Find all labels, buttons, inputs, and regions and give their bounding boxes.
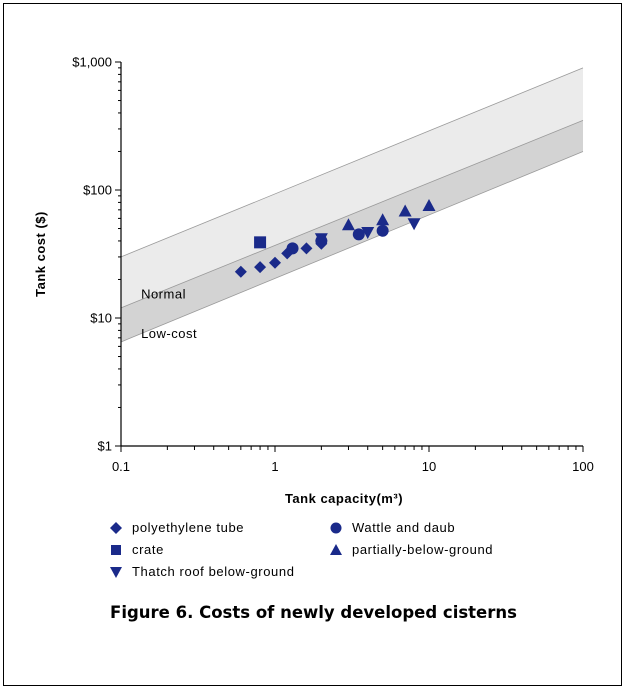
y-tick-label: $10 [90, 311, 112, 326]
data-point-partially-below-ground [341, 218, 355, 231]
triangle-up-marker-icon [330, 543, 342, 555]
band-label-low-cost: Low-cost [141, 326, 197, 341]
legend-item-wattle-and-daub: Wattle and daub [330, 520, 455, 535]
square-marker-icon [111, 544, 121, 555]
data-point-partially-below-ground [422, 198, 436, 211]
figure-caption: Figure 6. Costs of newly developed ciste… [110, 603, 517, 622]
band-edge-lower [120, 151, 584, 343]
legend-item-thatch-roof: Thatch roof below-ground [110, 564, 295, 579]
band-normal [121, 67, 583, 308]
legend-label: polyethylene tube [132, 520, 245, 535]
legend-label: crate [132, 542, 164, 557]
x-axis-title: Tank capacity(m³) [285, 491, 403, 506]
chart-area: Normal Low-cost $1 $10 $100 $1,000 0.1 1 10 100 Ta… [33, 55, 594, 507]
y-axis-title: Tank cost ($) [33, 211, 48, 297]
data-point-thatch-roof-below-ground [361, 226, 375, 239]
legend-label: partially-below-ground [352, 542, 494, 557]
data-point-polyethylene-tube [269, 256, 281, 269]
x-tick-label: 10 [422, 459, 436, 474]
y-tick-label: $1,000 [72, 55, 112, 70]
data-point-polyethylene-tube [234, 265, 247, 278]
data-point-polyethylene-tube [254, 261, 267, 274]
data-point-partially-below-ground [398, 204, 412, 217]
legend-label: Thatch roof below-ground [132, 564, 295, 579]
triangle-down-marker-icon [110, 566, 122, 578]
x-tick-label: 100 [572, 459, 594, 474]
data-point-partially-below-ground [376, 213, 390, 226]
diamond-marker-icon [110, 521, 122, 534]
legend-item-polyethylene-tube: polyethylene tube [110, 520, 244, 535]
y-tick-label: $1 [98, 439, 112, 454]
data-point-wattle-and-daub [376, 224, 389, 237]
data-point-wattle-and-daub [352, 228, 365, 241]
data-point-thatch-roof-below-ground [407, 218, 421, 231]
figure-frame [3, 3, 622, 686]
band-edge-middle [120, 119, 584, 309]
legend-item-crate: crate [110, 542, 164, 557]
data-point-crate [254, 236, 267, 249]
legend-label: Wattle and daub [352, 520, 456, 535]
x-tick-label: 1 [271, 459, 278, 474]
band-low-cost [121, 120, 583, 342]
band-label-normal: Normal [141, 287, 186, 302]
band-edge-upper [120, 67, 584, 258]
data-point-wattle-and-daub [286, 242, 299, 255]
data-point-thatch-roof-below-ground [314, 233, 328, 246]
legend-item-partially-below-ground: partially-below-ground [330, 542, 493, 557]
x-tick-label: 0.1 [112, 459, 130, 474]
circle-marker-icon [330, 522, 342, 533]
data-point-polyethylene-tube [300, 242, 313, 255]
y-tick-label: $100 [83, 183, 112, 198]
